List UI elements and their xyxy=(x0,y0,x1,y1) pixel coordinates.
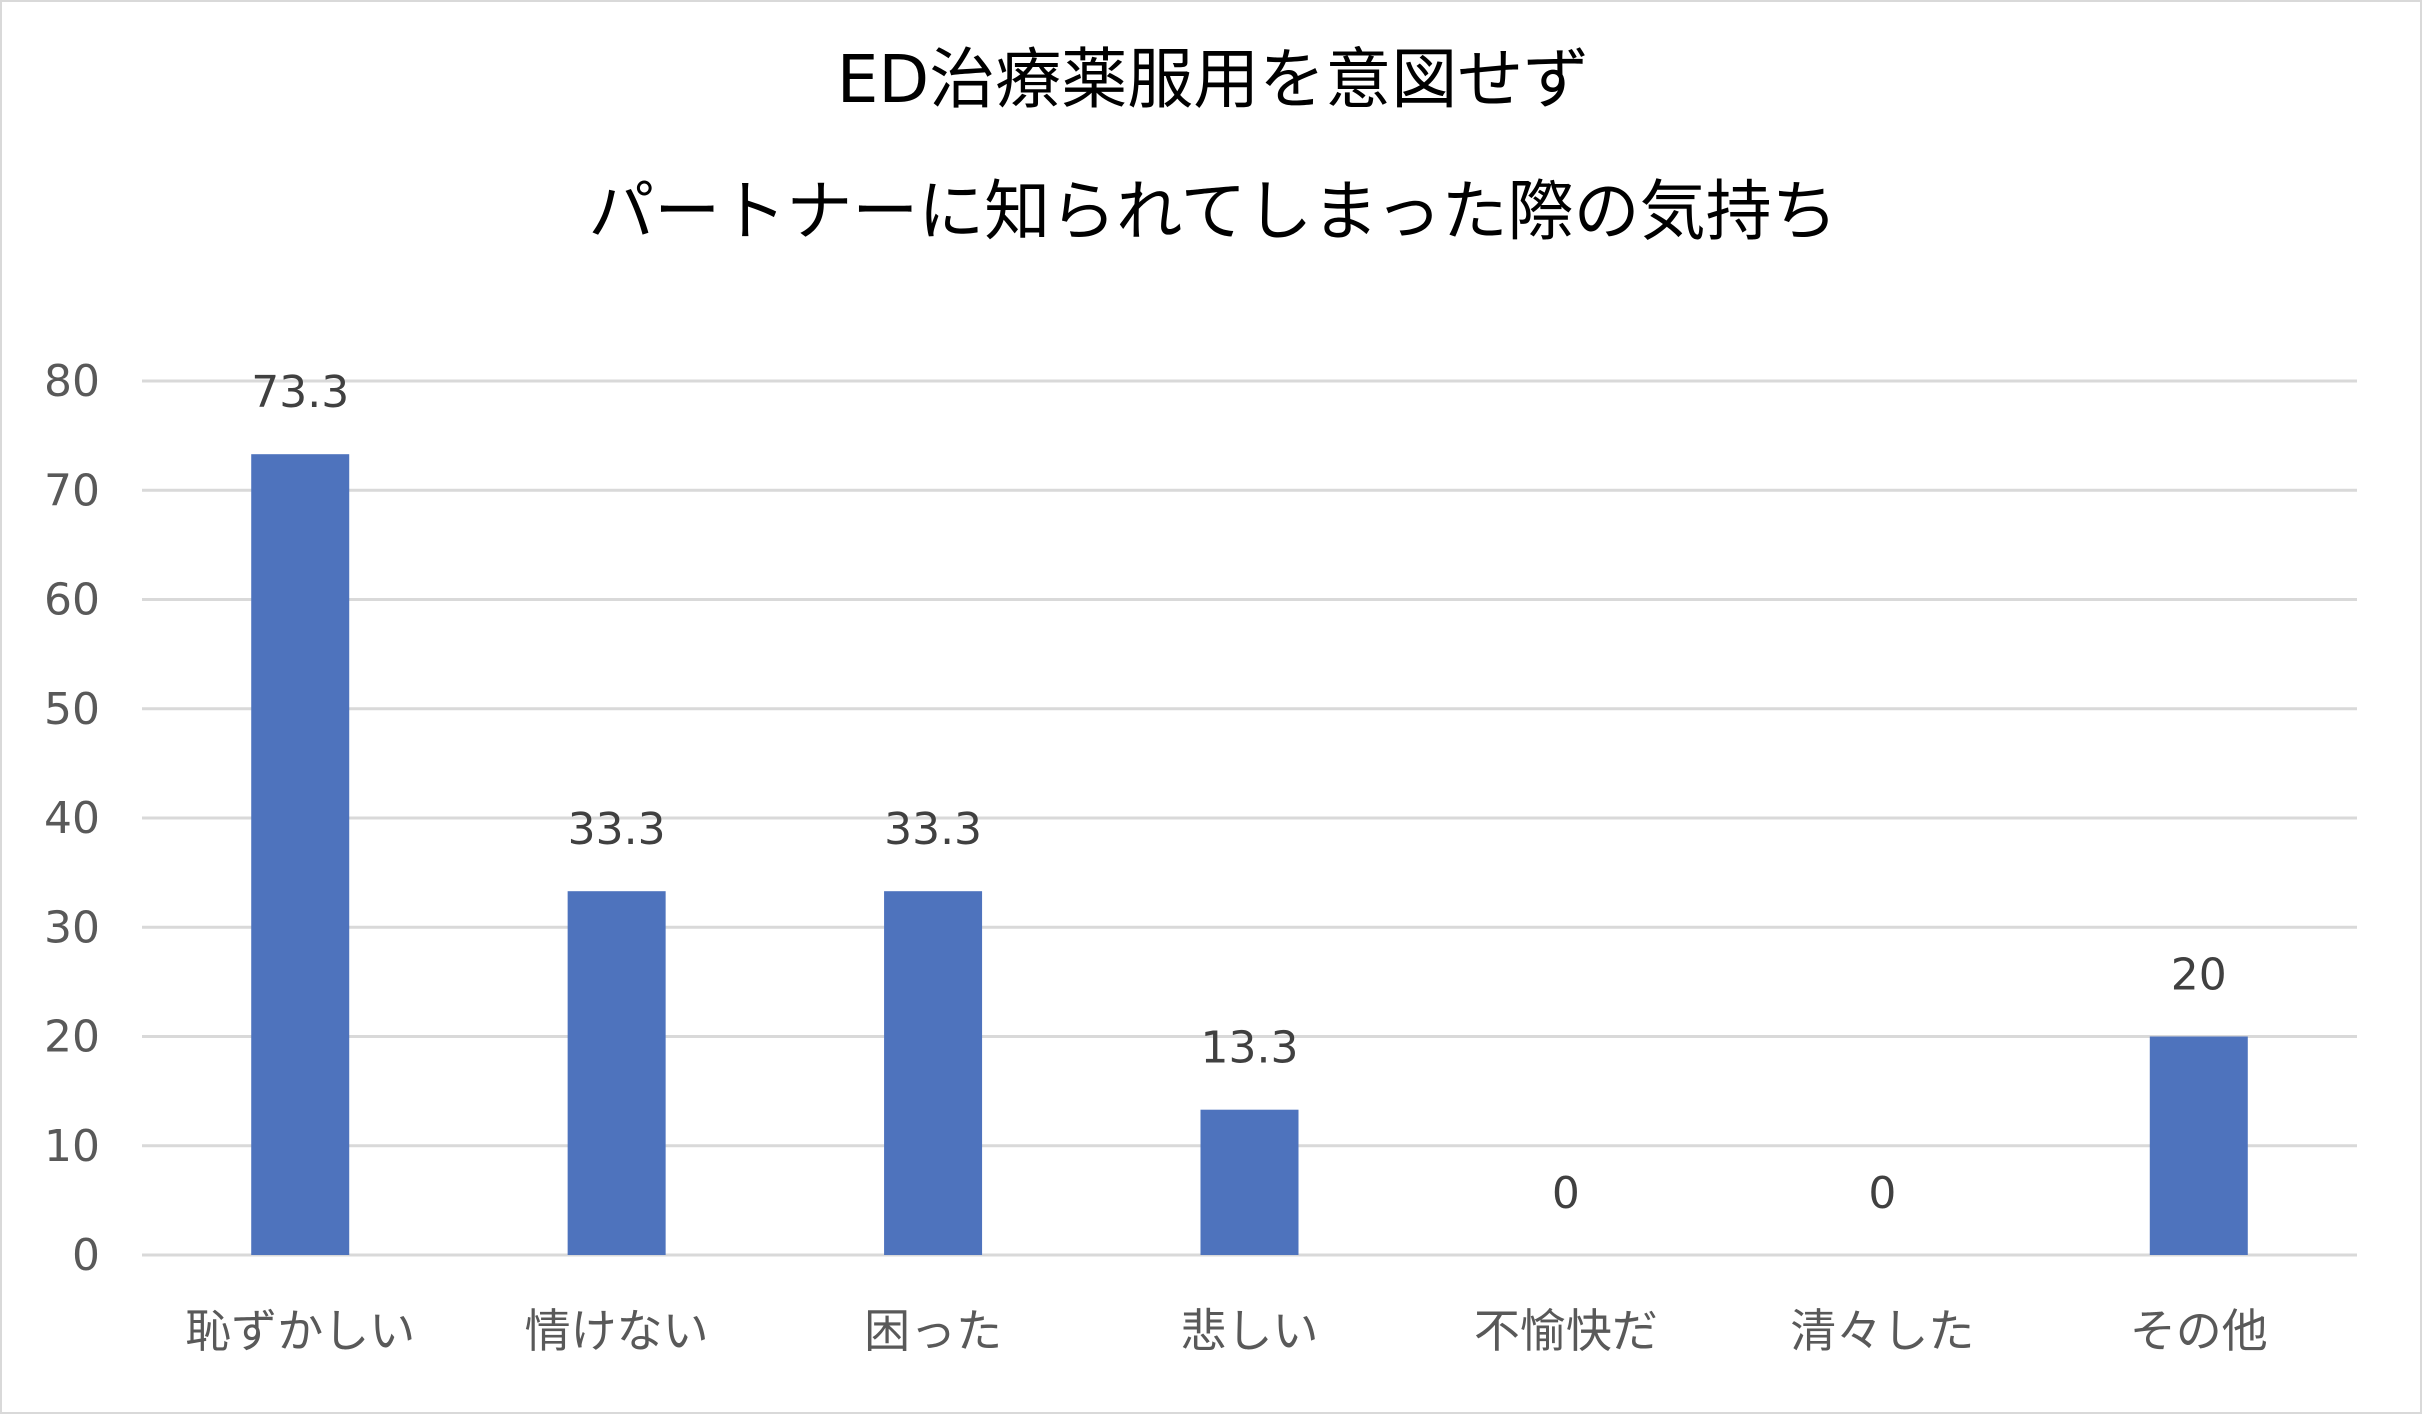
chart-title-line-2: パートナーに知られてしまった際の気持ち xyxy=(588,173,1837,250)
y-tick-label: 70 xyxy=(44,465,100,516)
data-label: 0 xyxy=(1552,1168,1580,1219)
bar xyxy=(251,454,350,1255)
bar xyxy=(2149,1036,2248,1255)
y-tick-label: 60 xyxy=(44,575,100,626)
data-label: 0 xyxy=(1868,1168,1896,1219)
category-label: 恥ずかしい xyxy=(185,1304,415,1358)
category-label: その他 xyxy=(2130,1304,2268,1358)
data-label: 33.3 xyxy=(884,804,982,855)
bar xyxy=(884,891,983,1255)
data-label: 73.3 xyxy=(251,367,349,418)
bar xyxy=(567,891,666,1255)
data-label: 13.3 xyxy=(1201,1023,1299,1074)
chart-title-line-1: ED治療薬服用を意図せず xyxy=(837,41,1590,118)
category-label: 困った xyxy=(864,1304,1002,1358)
data-label: 33.3 xyxy=(568,804,666,855)
y-tick-label: 0 xyxy=(72,1230,100,1281)
category-label: 悲しい xyxy=(1181,1304,1319,1358)
category-label: 不愉快だ xyxy=(1474,1304,1658,1358)
data-labels: 73.3 33.3 33.3 13.3 0 0 20 xyxy=(251,367,2227,1219)
y-tick-label: 40 xyxy=(44,793,100,844)
gridlines xyxy=(142,379,2357,1257)
y-tick-label: 20 xyxy=(44,1012,100,1063)
y-tick-label: 50 xyxy=(44,684,100,735)
bars xyxy=(251,454,2248,1255)
category-label: 情けない xyxy=(525,1304,709,1358)
x-axis-category-labels: 恥ずかしい 情けない 困った 悲しい 不愉快だ 清々した その他 xyxy=(185,1304,2268,1358)
y-axis-tick-labels: 0 10 20 30 40 50 60 70 80 xyxy=(44,356,100,1281)
y-tick-label: 30 xyxy=(44,902,100,953)
category-label: 清々した xyxy=(1790,1304,1974,1358)
y-tick-label: 10 xyxy=(44,1121,100,1172)
data-label: 20 xyxy=(2171,950,2227,1001)
bar xyxy=(1200,1109,1299,1255)
y-tick-label: 80 xyxy=(44,356,100,407)
chart-title: ED治療薬服用を意図せず パートナーに知られてしまった際の気持ち xyxy=(588,41,1837,250)
